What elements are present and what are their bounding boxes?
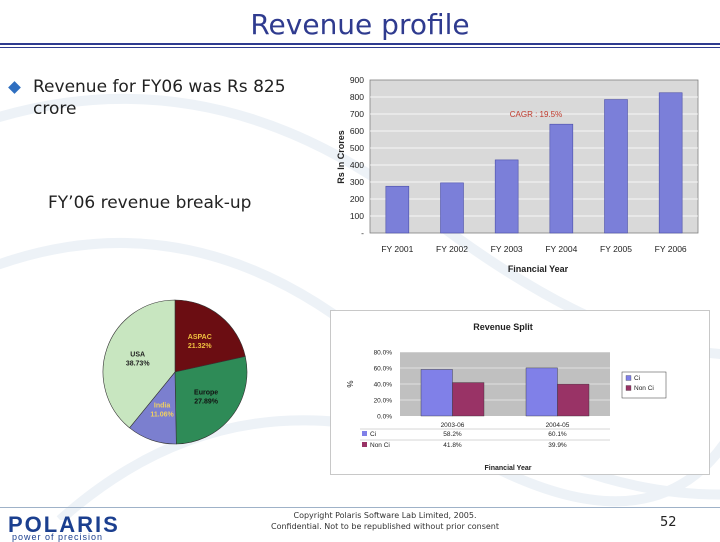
pie-value: 11.06%	[150, 411, 174, 418]
pie-label: India	[154, 402, 170, 409]
bar-chart-ylabel: Rs In Crores	[336, 130, 346, 184]
breakup-subheading: FY’06 revenue break-up	[48, 193, 252, 213]
bar-fy-2005	[604, 99, 628, 234]
pie-label: ASPAC	[188, 334, 212, 341]
x-tick-label: FY 2005	[600, 244, 632, 254]
y-tick-label: 800	[350, 92, 364, 102]
legend-swatch	[625, 375, 632, 381]
title-divider	[0, 43, 720, 45]
split-chart-ylabel: %	[346, 380, 355, 387]
y-tick-label: -	[361, 228, 364, 238]
revenue-breakup-pie-chart: ASPAC 21.32% Europe 27.89% India 11.06% USA 38.…	[102, 299, 248, 445]
bar-fy-2002	[440, 182, 464, 234]
x-tick-label: FY 2006	[655, 244, 687, 254]
pie-slice-europe	[174, 356, 248, 445]
x-tick-label: FY 2004	[545, 244, 577, 254]
bar-non-ci-2004-05	[557, 383, 590, 417]
revenue-bar-chart: - 100 200 300 400 500 600 700 800 900 FY 2001 FY 2…	[336, 75, 699, 274]
bar-fy-2004	[549, 123, 574, 234]
pie-value: 27.89%	[194, 399, 219, 406]
y-tick-label: 40.0%	[374, 382, 393, 389]
bar-fy-2001	[385, 185, 410, 234]
y-tick-label: 100	[350, 211, 364, 221]
title-divider-thin	[0, 47, 720, 48]
pie-label: Europe	[194, 390, 218, 397]
footer-divider	[0, 507, 720, 508]
pie-slice-usa	[102, 299, 176, 429]
table-series-name: Non Ci	[370, 442, 390, 449]
bar-fy-2006	[658, 92, 683, 234]
bar-non-ci-2003-06	[452, 382, 485, 417]
legend-label: Non Ci	[634, 385, 654, 392]
revenue-bullet: Revenue for FY06 was Rs 825 crore	[33, 77, 286, 119]
y-tick-label: 600	[350, 126, 364, 136]
y-tick-label: 80.0%	[374, 350, 393, 357]
y-tick-label: 400	[350, 160, 364, 170]
y-tick-label: 900	[350, 75, 364, 85]
x-tick-label: FY 2003	[491, 244, 523, 254]
y-tick-label: 20.0%	[374, 398, 393, 405]
page-number: 52	[660, 515, 677, 530]
x-tick-label: 2003-06	[441, 422, 465, 429]
bar-ci-2004-05	[525, 367, 558, 417]
table-cell: 39.9%	[548, 442, 567, 449]
pie-value: 21.32%	[188, 343, 213, 350]
confidential-line: Confidential. Not to be republished with…	[271, 522, 499, 531]
logo-tagline: power of precision	[12, 532, 104, 542]
table-swatch	[362, 431, 367, 436]
x-tick-label: FY 2001	[381, 244, 413, 254]
table-cell: 41.8%	[443, 442, 462, 449]
table-series-name: Ci	[370, 431, 376, 438]
split-chart-title: Revenue Split	[473, 322, 533, 332]
x-tick-label: FY 2002	[436, 244, 468, 254]
x-tick-label: 2004-05	[546, 422, 570, 429]
copyright-line: Copyright Polaris Software Lab Limited, …	[293, 511, 477, 520]
table-cell: 60.1%	[548, 431, 567, 438]
revenue-split-chart: Revenue Split 0.0% 20.0% 40.0% 60.0% 80.0% 2…	[330, 310, 710, 475]
table-swatch	[362, 442, 367, 447]
split-chart-xlabel: Financial Year	[485, 465, 532, 472]
pie-value: 38.73%	[126, 361, 151, 368]
polaris-logo: POLARIS	[8, 512, 120, 537]
pie-label: USA	[130, 352, 145, 359]
y-tick-label: 60.0%	[374, 366, 393, 373]
y-tick-label: 0.0%	[377, 414, 392, 421]
legend-label: Ci	[634, 375, 640, 382]
plot-area	[369, 79, 699, 234]
bar-chart-xlabel: Financial Year	[508, 264, 569, 274]
slide-title: Revenue profile	[250, 8, 470, 41]
y-tick-label: 500	[350, 143, 364, 153]
bar-fy-2003	[494, 159, 519, 234]
legend-swatch	[625, 385, 632, 391]
copyright-notice: Copyright Polaris Software Lab Limited, …	[250, 510, 520, 532]
y-tick-label: 300	[350, 177, 364, 187]
bar-ci-2003-06	[420, 369, 453, 417]
table-cell: 58.2%	[443, 431, 462, 438]
y-tick-label: 200	[350, 194, 364, 204]
cagr-annotation: CAGR : 19.5%	[510, 110, 562, 119]
y-tick-label: 700	[350, 109, 364, 119]
pie-slice-aspac	[174, 299, 246, 373]
